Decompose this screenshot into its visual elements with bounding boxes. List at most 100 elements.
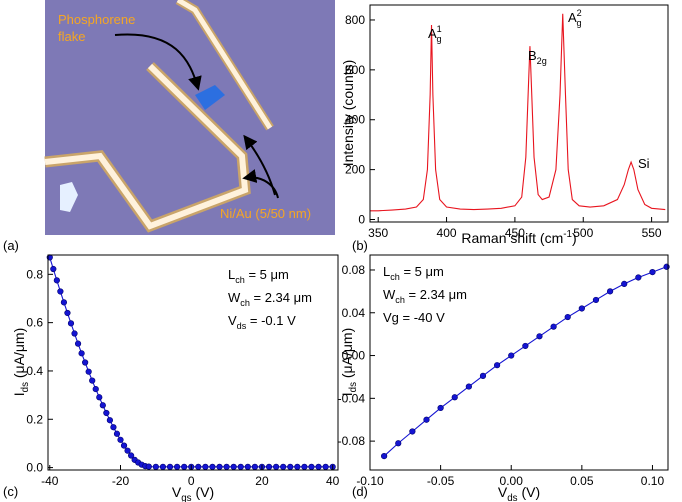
data-point <box>64 309 71 317</box>
x-axis-label-sub: ds <box>507 493 517 502</box>
x-tick-label: 40 <box>326 474 340 488</box>
annotation-part: L <box>228 267 235 282</box>
data-point <box>437 404 444 412</box>
annotation-sub: ch <box>235 275 245 285</box>
x-axis-label: Raman shift (cm-1) <box>461 229 576 246</box>
y-axis-label: Ids (μA/μm) <box>339 328 359 397</box>
plot-frame <box>369 4 669 223</box>
data-point <box>181 463 188 470</box>
data-point <box>315 463 322 470</box>
data-point <box>465 383 472 390</box>
plot-frame <box>47 254 339 471</box>
annotation: Wch = 2.34 μm <box>228 290 312 308</box>
annotation: A1 g <box>428 24 442 44</box>
x-tick-label: -0.05 <box>427 474 455 488</box>
data-point <box>237 463 244 470</box>
annotation-sub: g <box>577 18 582 28</box>
data-point <box>381 452 388 460</box>
electrode <box>176 0 273 130</box>
data-point <box>308 463 315 470</box>
data-point <box>67 320 75 327</box>
y-axis-label: Intensity (counts) <box>340 60 356 167</box>
y-tick-label: 0.04 <box>342 306 366 320</box>
data-point <box>71 330 78 337</box>
data-point <box>592 296 600 304</box>
plot-frame <box>369 254 669 471</box>
panel-label: (b) <box>352 238 368 253</box>
annotation-part: W <box>383 287 396 302</box>
annotation-part: Vg = -40 V <box>383 310 445 325</box>
data-point <box>120 442 128 449</box>
data-point <box>145 463 152 470</box>
data-point <box>106 417 113 424</box>
annotation: Si <box>638 156 650 171</box>
y-tick-label: 0.6 <box>26 316 43 330</box>
y-axis-label-part: (μA/μm) <box>11 328 27 382</box>
annotation: A2 g <box>568 8 582 28</box>
debris <box>60 182 78 212</box>
annotation-part: = 5 μm <box>245 267 289 282</box>
data-point <box>110 424 117 431</box>
data-point <box>230 463 237 470</box>
annotation-part: Si <box>638 156 650 171</box>
data-point <box>508 352 515 359</box>
panel-label: (a) <box>3 238 19 253</box>
y-tick-label: 200 <box>345 163 365 177</box>
x-axis-label-part: (V) <box>192 484 215 500</box>
annotation-part: L <box>383 264 390 279</box>
data-point <box>152 463 159 470</box>
y-tick-label: -0.04 <box>338 391 366 405</box>
y-axis-label-part: I <box>11 392 27 396</box>
annotation-part: = 2.34 μm <box>250 290 312 305</box>
data-point <box>82 359 89 366</box>
x-tick-label: 0.10 <box>641 474 665 488</box>
x-axis-label: Vds (V) <box>498 484 540 502</box>
annotation-part: W <box>228 290 241 305</box>
x-tick-label: -20 <box>112 474 130 488</box>
y-tick-label: 0 <box>358 213 365 227</box>
x-tick-label: -0.10 <box>356 474 384 488</box>
data-point <box>635 274 642 281</box>
annotation: Wch = 2.34 μm <box>383 287 467 305</box>
annotation-sub: 2g <box>537 56 547 66</box>
data-point <box>522 342 529 350</box>
flake-label: Phosphorene <box>58 12 135 27</box>
y-tick-label: 800 <box>345 13 365 27</box>
y-axis-label-part: I <box>339 392 355 396</box>
annotation-part: B <box>528 48 537 63</box>
annotation-part: V <box>228 313 237 328</box>
data-point <box>53 277 60 284</box>
micrograph: Phosphorene flake Ni/Au (5/50 nm) <box>44 0 335 235</box>
data-point <box>244 463 251 470</box>
data-point <box>578 305 585 312</box>
data-point <box>195 463 202 470</box>
x-axis-label-sub: gs <box>181 493 191 502</box>
annotation-sup: 1 <box>437 24 442 34</box>
x-axis-label-part: ) <box>572 230 577 246</box>
data-point <box>166 463 174 470</box>
annotation: Lch = 5 μm <box>383 264 444 282</box>
electrode <box>44 63 249 230</box>
data-point <box>265 463 273 470</box>
data-point <box>451 394 458 401</box>
y-axis-label-sub: ds <box>348 382 359 392</box>
annotation-sub: g <box>437 34 442 44</box>
data-point <box>280 463 287 470</box>
data-point <box>99 402 106 409</box>
data-point <box>322 463 329 470</box>
flake-label: flake <box>58 29 85 44</box>
x-axis-label-part: V <box>172 484 182 500</box>
data-point <box>479 372 487 379</box>
data-point <box>128 452 135 459</box>
data-point <box>494 362 501 369</box>
data-point <box>57 288 64 295</box>
data-point <box>89 377 96 384</box>
data-point <box>96 394 103 401</box>
y-tick-label: 400 <box>345 113 365 127</box>
data-point <box>202 463 209 470</box>
x-tick-label: -40 <box>41 474 59 488</box>
data-point <box>103 409 110 417</box>
annotation: Vg = -40 V <box>383 310 445 325</box>
data-point <box>621 280 628 287</box>
